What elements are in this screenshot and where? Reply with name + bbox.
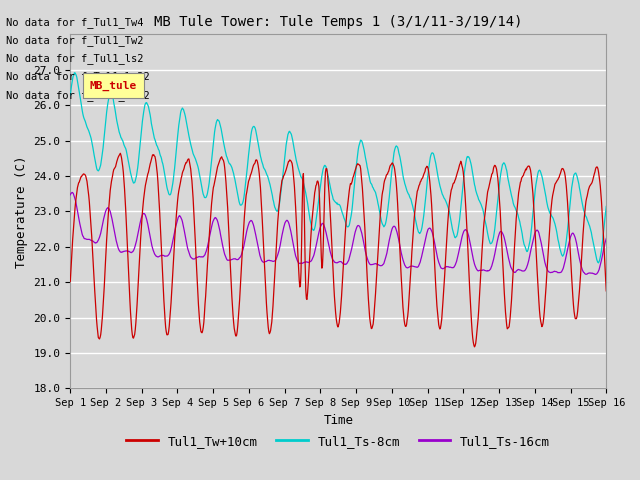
Title: MB Tule Tower: Tule Temps 1 (3/1/11-3/19/14): MB Tule Tower: Tule Temps 1 (3/1/11-3/19… — [154, 15, 522, 29]
Text: No data for f_Tul1_Tw4: No data for f_Tul1_Tw4 — [6, 17, 144, 28]
Legend: Tul1_Tw+10cm, Tul1_Ts-8cm, Tul1_Ts-16cm: Tul1_Tw+10cm, Tul1_Ts-8cm, Tul1_Ts-16cm — [122, 430, 555, 453]
Text: No data for f_Tul1_Tw2: No data for f_Tul1_Tw2 — [6, 35, 144, 46]
X-axis label: Time: Time — [323, 414, 353, 427]
Text: No data for f_Tul1_ls32: No data for f_Tul1_ls32 — [6, 72, 150, 83]
Text: MB_tule: MB_tule — [90, 80, 137, 91]
Text: No data for f_Tul1_ls2: No data for f_Tul1_ls2 — [6, 53, 144, 64]
Text: No data for f_Tul1_ls32: No data for f_Tul1_ls32 — [6, 90, 150, 101]
Y-axis label: Temperature (C): Temperature (C) — [15, 155, 28, 267]
